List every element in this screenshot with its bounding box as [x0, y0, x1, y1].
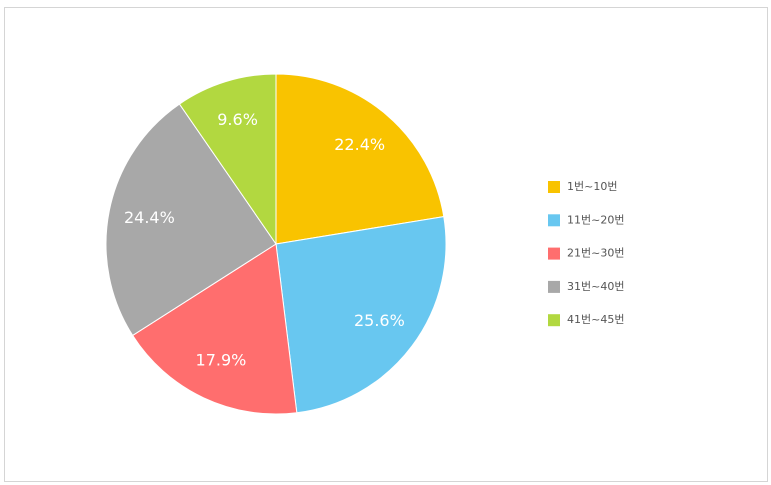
legend-swatch [548, 247, 560, 260]
legend-label: 31번~40번 [567, 280, 624, 293]
legend-label: 21번~30번 [567, 247, 624, 260]
slice-label: 17.9% [196, 350, 247, 369]
legend-swatch [548, 280, 560, 293]
legend-label: 11번~20번 [567, 213, 624, 226]
legend-swatch [548, 314, 560, 327]
slice-label: 9.6% [217, 110, 258, 129]
pie-slice [131, 243, 298, 415]
pie-slice [275, 216, 447, 414]
legend-swatch [548, 214, 560, 227]
pie-slice [105, 103, 277, 337]
slice-label: 24.4% [124, 208, 175, 227]
pie-slice [275, 73, 445, 245]
pie-slice [178, 73, 277, 246]
legend-label: 41번~45번 [567, 313, 624, 326]
legend-label: 1번~10번 [567, 180, 617, 193]
legend-swatch [548, 181, 560, 193]
slice-label: 22.4% [334, 135, 385, 154]
slice-label: 25.6% [354, 311, 405, 330]
